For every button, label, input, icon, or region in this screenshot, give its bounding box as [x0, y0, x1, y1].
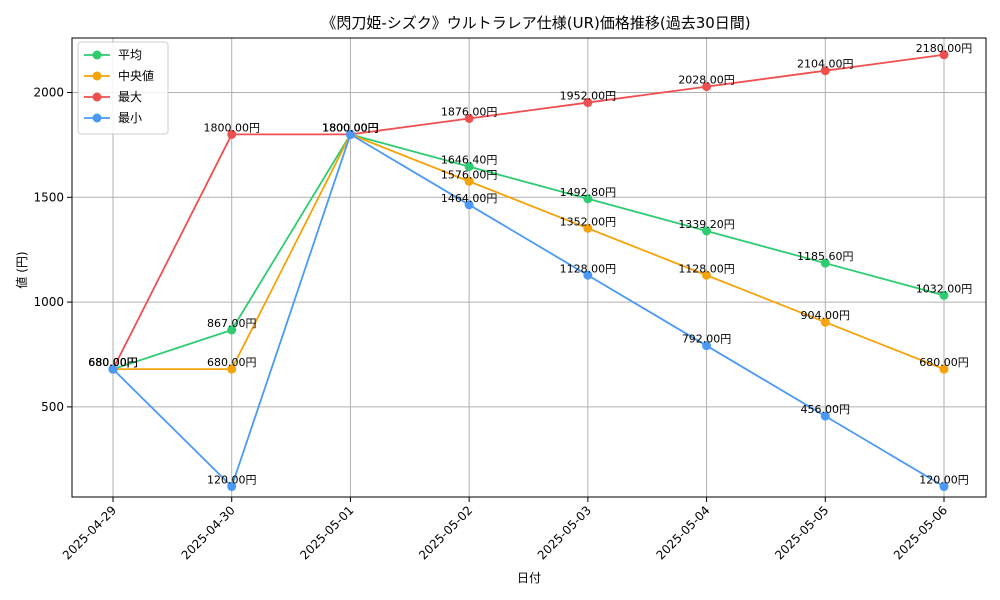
x-tick-label: 2025-05-02 — [416, 503, 475, 562]
data-label: 2028.00円 — [678, 74, 735, 87]
y-tick-label: 1000 — [33, 295, 64, 309]
data-label: 1576.00円 — [441, 168, 498, 181]
legend-label: 平均 — [118, 48, 142, 62]
y-axis-label: 値 (円) — [14, 251, 29, 288]
y-tick-label: 500 — [41, 400, 64, 414]
x-tick-label: 2025-04-30 — [179, 503, 238, 562]
y-tick-label: 2000 — [33, 85, 64, 99]
data-label: 680.00円 — [207, 356, 257, 369]
data-point — [464, 162, 474, 172]
data-label: 120.00円 — [207, 474, 257, 487]
data-label: 867.00円 — [207, 317, 257, 330]
legend-swatch-marker — [92, 92, 102, 102]
chart-title: 《閃刀姫-シズク》ウルトラレア仕様(UR)価格推移(過去30日間) — [321, 14, 750, 32]
x-tick-label: 2025-05-06 — [891, 503, 950, 562]
series-layer — [108, 50, 949, 492]
series-line-1 — [112, 133, 945, 371]
data-label: 1800.00円 — [203, 121, 260, 134]
data-point — [583, 223, 593, 233]
axes-layer: 2025-04-29 2025-04-30 2025-05-01 2025-05-02… — [33, 37, 987, 562]
data-label: 1128.00円 — [560, 262, 617, 275]
data-point — [227, 325, 237, 335]
plot-frame — [71, 37, 987, 498]
x-axis-label: 日付 — [517, 571, 541, 585]
data-point — [820, 258, 830, 268]
series-line-4 — [112, 133, 945, 489]
data-label: 1800.00円 — [322, 121, 379, 134]
grid-layer — [72, 38, 986, 497]
data-label: 1185.60円 — [797, 250, 854, 263]
data-point — [820, 66, 830, 76]
data-point — [702, 270, 712, 280]
data-point — [583, 270, 593, 280]
legend-swatch-marker — [92, 50, 102, 60]
data-label: 2180.00円 — [916, 42, 973, 55]
data-point — [227, 482, 237, 492]
data-point — [820, 317, 830, 327]
data-point — [108, 364, 118, 374]
data-point — [583, 194, 593, 204]
data-point — [702, 341, 712, 351]
x-tick-label: 2025-05-03 — [535, 503, 594, 562]
data-label: 904.00円 — [801, 309, 851, 322]
data-point — [464, 200, 474, 210]
data-point — [464, 176, 474, 186]
data-label: 680.00円 — [88, 356, 138, 369]
data-label: 1800.00円 — [322, 121, 379, 134]
legend-label: 最大 — [118, 90, 142, 104]
data-label: 680.00円 — [88, 356, 138, 369]
data-point — [345, 129, 355, 139]
data-label: 120.00円 — [919, 474, 969, 487]
legend-label: 最小 — [118, 111, 142, 125]
data-label: 1800.00円 — [322, 121, 379, 134]
data-label: 792.00円 — [682, 333, 732, 346]
data-label: 1952.00円 — [560, 90, 617, 103]
data-label: 1800.00円 — [322, 121, 379, 134]
data-point — [227, 129, 237, 139]
data-point — [939, 50, 949, 60]
x-tick-label: 2025-05-01 — [297, 503, 356, 562]
data-point — [464, 113, 474, 123]
data-point — [820, 411, 830, 421]
data-point — [583, 98, 593, 108]
data-label: 1646.40円 — [441, 154, 498, 167]
series-line-3 — [112, 53, 945, 370]
data-label: 1876.00円 — [441, 105, 498, 118]
data-label: 456.00円 — [801, 403, 851, 416]
data-point — [939, 364, 949, 374]
data-label: 1128.00円 — [678, 262, 735, 275]
data-label: 2104.00円 — [797, 58, 854, 71]
data-label: 1032.00円 — [916, 282, 973, 295]
x-tick-label: 2025-05-05 — [772, 503, 831, 562]
data-label: 680.00円 — [919, 356, 969, 369]
data-label: 1464.00円 — [441, 192, 498, 205]
data-label: 1352.00円 — [560, 215, 617, 228]
legend-label: 中央値 — [118, 68, 154, 83]
data-label: 680.00円 — [88, 356, 138, 369]
data-label: 1492.80円 — [560, 186, 617, 199]
series-line-2 — [113, 133, 945, 371]
legend-box — [77, 41, 169, 135]
data-point — [227, 364, 237, 374]
x-tick-label: 2025-05-04 — [653, 503, 712, 562]
y-tick-label: 1500 — [33, 190, 64, 204]
data-labels-layer: 680.00円 867.00円 1800.00円 1646.40円 1492.80円 13… — [88, 42, 972, 487]
data-point — [939, 482, 949, 492]
data-point — [939, 290, 949, 300]
data-point — [702, 226, 712, 236]
data-label: 680.00円 — [88, 356, 138, 369]
legend-swatch-marker — [92, 113, 102, 123]
data-label: 1339.20円 — [678, 218, 735, 231]
x-tick-label: 2025-04-29 — [60, 503, 119, 562]
data-point — [702, 82, 712, 92]
legend-swatch-marker — [92, 71, 102, 81]
